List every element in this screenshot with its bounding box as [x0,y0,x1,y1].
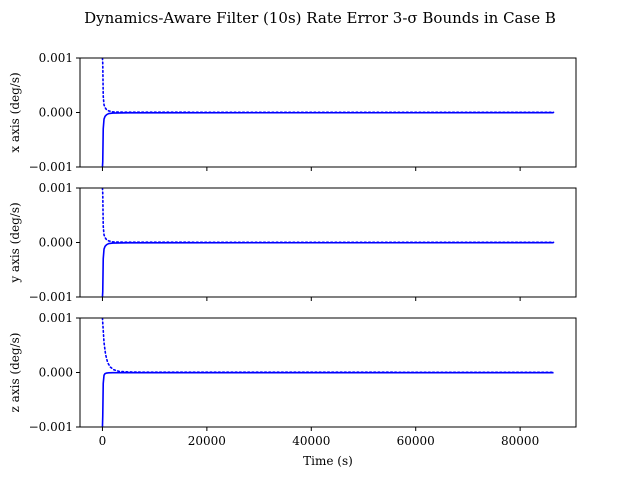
subplot-2: −0.001 0.000 0.001 y axis (deg/s) [8,181,577,304]
y-axis-label: x axis (deg/s) [8,72,22,152]
x-tick-label: 20000 [188,434,226,448]
subplot-1: −0.001 0.000 0.001 x axis (deg/s) [8,51,577,174]
series-solid-line [101,371,554,427]
chart-title: Dynamics-Aware Filter (10s) Rate Error 3… [84,9,556,27]
series-dotted-line [101,318,555,374]
x-axis-label: Time (s) [303,454,353,468]
y-tick-label: 0.001 [39,181,73,195]
y-axis-label: z axis (deg/s) [8,333,22,413]
y-tick-label: 0.000 [39,236,73,250]
subplots: −0.001 0.000 0.001 x axis (deg/s) −0.001 0.00… [8,51,577,448]
x-tick-label: 60000 [397,434,435,448]
x-tick-label: 80000 [501,434,539,448]
series-solid-line [101,111,554,167]
y-tick-label: 0.001 [39,51,73,65]
y-tick-label: −0.001 [29,420,73,434]
subplot-3: −0.001 0.000 0.001 0 20000 40000 60000 80000 z a… [8,311,577,448]
x-tick-label: 40000 [292,434,330,448]
y-tick-label: 0.000 [39,366,73,380]
y-tick-label: −0.001 [29,160,73,174]
y-tick-label: −0.001 [29,290,73,304]
series-dotted-line [101,58,555,114]
y-tick-label: 0.001 [39,311,73,325]
series-solid-line [101,241,554,297]
y-tick-label: 0.000 [39,106,73,120]
x-tick-label: 0 [99,434,107,448]
y-axis-label: y axis (deg/s) [8,202,22,283]
series-dotted-line [101,188,555,244]
